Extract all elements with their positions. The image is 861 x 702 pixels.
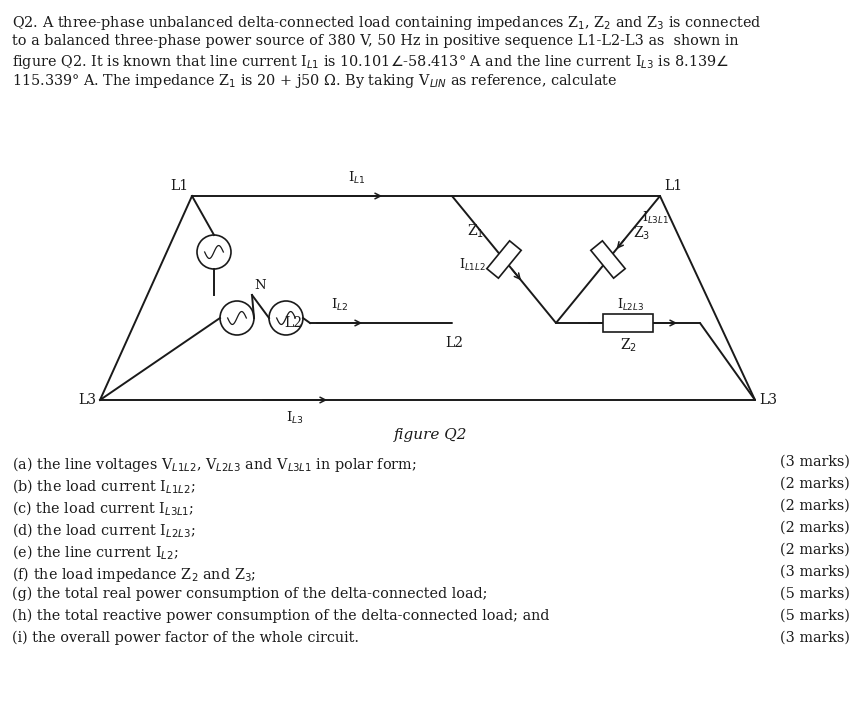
Text: I$_{L1L2}$: I$_{L1L2}$ xyxy=(459,257,486,273)
Text: L2: L2 xyxy=(283,316,301,330)
Text: (2 marks): (2 marks) xyxy=(779,543,849,557)
Text: N: N xyxy=(254,279,265,292)
Text: (3 marks): (3 marks) xyxy=(779,631,849,645)
Text: figure Q2. It is known that line current I$_{L1}$ is 10.101$\angle$-58.413° A an: figure Q2. It is known that line current… xyxy=(12,53,728,71)
Text: (5 marks): (5 marks) xyxy=(779,587,849,601)
Text: (5 marks): (5 marks) xyxy=(779,609,849,623)
Bar xyxy=(486,241,521,278)
Text: (g) the total real power consumption of the delta-connected load;: (g) the total real power consumption of … xyxy=(12,587,487,602)
Text: (b) the load current I$_{L1L2}$;: (b) the load current I$_{L1L2}$; xyxy=(12,477,195,495)
Text: 115.339° A. The impedance Z$_1$ is 20 + j50 Ω. By taking V$_{LIN}$ as reference,: 115.339° A. The impedance Z$_1$ is 20 + … xyxy=(12,72,616,91)
Text: (h) the total reactive power consumption of the delta-connected load; and: (h) the total reactive power consumption… xyxy=(12,609,548,623)
Text: I$_{L3}$: I$_{L3}$ xyxy=(286,410,303,426)
Text: Z$_1$: Z$_1$ xyxy=(467,222,483,239)
Text: (2 marks): (2 marks) xyxy=(779,499,849,513)
Text: L1: L1 xyxy=(170,179,188,193)
Text: L2: L2 xyxy=(444,336,462,350)
Text: I$_{L2}$: I$_{L2}$ xyxy=(331,297,348,313)
Text: I$_{L3L1}$: I$_{L3L1}$ xyxy=(641,210,669,226)
Text: L3: L3 xyxy=(759,393,776,407)
Text: (2 marks): (2 marks) xyxy=(779,477,849,491)
Text: to a balanced three-phase power source of 380 V, 50 Hz in positive sequence L1-L: to a balanced three-phase power source o… xyxy=(12,34,738,48)
Text: (2 marks): (2 marks) xyxy=(779,521,849,535)
Bar xyxy=(603,314,653,332)
Text: figure Q2: figure Q2 xyxy=(393,428,468,442)
Bar xyxy=(590,241,624,278)
Text: (3 marks): (3 marks) xyxy=(779,455,849,469)
Text: (e) the line current I$_{L2}$;: (e) the line current I$_{L2}$; xyxy=(12,543,178,561)
Text: Z$_2$: Z$_2$ xyxy=(619,337,635,355)
Text: (d) the load current I$_{L2L3}$;: (d) the load current I$_{L2L3}$; xyxy=(12,521,195,539)
Text: L1: L1 xyxy=(663,179,681,193)
Text: I$_{L2L3}$: I$_{L2L3}$ xyxy=(616,297,644,313)
Text: (i) the overall power factor of the whole circuit.: (i) the overall power factor of the whol… xyxy=(12,631,358,645)
Text: I$_{L1}$: I$_{L1}$ xyxy=(347,170,365,186)
Text: (f) the load impedance Z$_2$ and Z$_3$;: (f) the load impedance Z$_2$ and Z$_3$; xyxy=(12,565,256,584)
Text: (c) the load current I$_{L3L1}$;: (c) the load current I$_{L3L1}$; xyxy=(12,499,194,517)
Text: Q2. A three-phase unbalanced delta-connected load containing impedances Z$_1$, Z: Q2. A three-phase unbalanced delta-conne… xyxy=(12,14,760,32)
Text: L3: L3 xyxy=(77,393,96,407)
Text: (a) the line voltages V$_{L1L2}$, V$_{L2L3}$ and V$_{L3L1}$ in polar form;: (a) the line voltages V$_{L1L2}$, V$_{L2… xyxy=(12,455,416,474)
Text: Z$_3$: Z$_3$ xyxy=(632,224,649,241)
Text: (3 marks): (3 marks) xyxy=(779,565,849,579)
